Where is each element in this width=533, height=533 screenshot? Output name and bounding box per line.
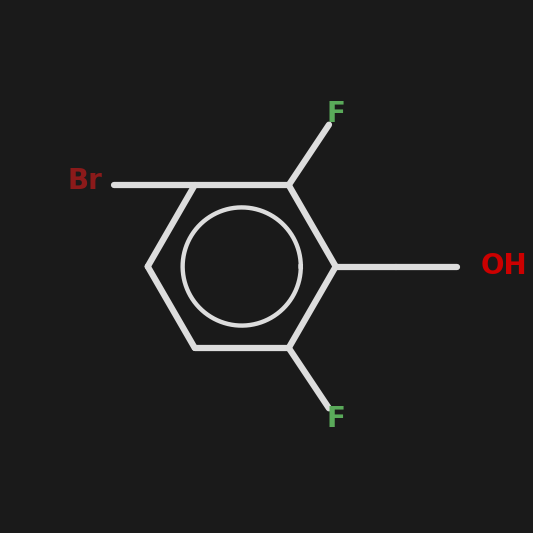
Text: F: F: [326, 100, 345, 128]
Text: F: F: [326, 405, 345, 433]
Text: Br: Br: [67, 167, 102, 195]
Text: OH: OH: [481, 253, 527, 280]
